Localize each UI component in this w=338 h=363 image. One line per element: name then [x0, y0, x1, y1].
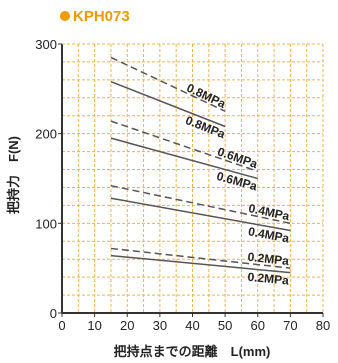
bullet-icon: [60, 11, 70, 21]
series-line-solid: [110, 80, 226, 128]
series-label: 0.8MPa: [184, 81, 228, 111]
x-tick-label: 60: [251, 318, 265, 333]
series-line-dashed: [110, 247, 291, 269]
y-tick-label: 200: [35, 127, 57, 142]
series-line-solid: [110, 197, 291, 232]
y-tick-label: 300: [35, 37, 57, 52]
x-tick-label: 70: [283, 318, 297, 333]
series-label: 0.4MPa: [247, 201, 291, 223]
x-tick-label: 80: [316, 318, 330, 333]
x-tick-label: 20: [120, 318, 134, 333]
x-tick-label: 0: [58, 318, 65, 333]
x-tick-label: 10: [87, 318, 101, 333]
series-label: 0.4MPa: [247, 224, 291, 245]
series-label: 0.8MPa: [184, 113, 228, 141]
y-axis-label: 把持力 F(N): [6, 136, 21, 214]
series-label: 0.2MPa: [247, 250, 290, 268]
chart-title: KPH073: [60, 8, 130, 25]
chart-title-text: KPH073: [73, 8, 130, 25]
x-axis-label: 把持点までの距離 L(mm): [114, 344, 271, 359]
x-tick-label: 30: [153, 318, 167, 333]
y-tick-label: 0: [50, 306, 57, 321]
series-line-dashed: [110, 120, 258, 173]
series-line-dashed: [110, 56, 226, 112]
series-line-solid: [110, 254, 291, 274]
series-line-dashed: [110, 184, 291, 225]
y-tick-label: 100: [35, 216, 57, 231]
series-line-solid: [110, 137, 258, 180]
x-tick-label: 50: [218, 318, 232, 333]
x-tick-label: 40: [185, 318, 199, 333]
series-label: 0.2MPa: [247, 270, 290, 288]
series-label: 0.6MPa: [216, 145, 260, 172]
